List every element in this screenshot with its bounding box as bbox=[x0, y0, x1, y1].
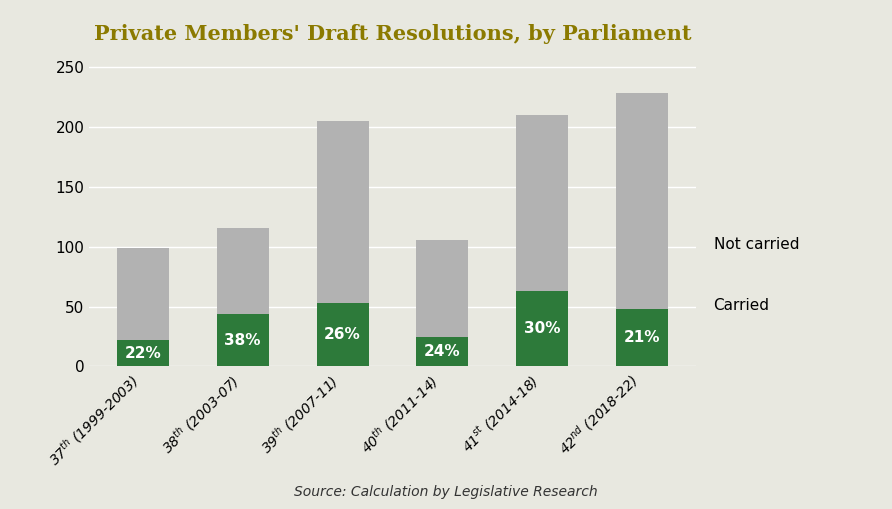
Text: Carried: Carried bbox=[714, 298, 770, 313]
Bar bbox=[516, 115, 568, 291]
Bar bbox=[117, 248, 169, 340]
Text: 30%: 30% bbox=[524, 321, 560, 336]
Text: 26%: 26% bbox=[324, 327, 361, 342]
Text: 38%: 38% bbox=[225, 333, 260, 348]
Text: Not carried: Not carried bbox=[714, 237, 799, 252]
Bar bbox=[317, 121, 368, 303]
Text: 21%: 21% bbox=[624, 330, 660, 345]
Bar bbox=[417, 240, 468, 336]
Bar bbox=[217, 314, 268, 366]
Text: 22%: 22% bbox=[124, 346, 161, 361]
Bar bbox=[217, 228, 268, 314]
Title: Private Members' Draft Resolutions, by Parliament: Private Members' Draft Resolutions, by P… bbox=[94, 24, 691, 44]
Bar bbox=[317, 303, 368, 366]
Text: Source: Calculation by Legislative Research: Source: Calculation by Legislative Resea… bbox=[294, 485, 598, 499]
Bar bbox=[616, 94, 668, 309]
Bar bbox=[516, 291, 568, 366]
Bar bbox=[616, 309, 668, 366]
Text: 24%: 24% bbox=[424, 344, 461, 359]
Bar bbox=[117, 340, 169, 366]
Bar bbox=[417, 336, 468, 366]
